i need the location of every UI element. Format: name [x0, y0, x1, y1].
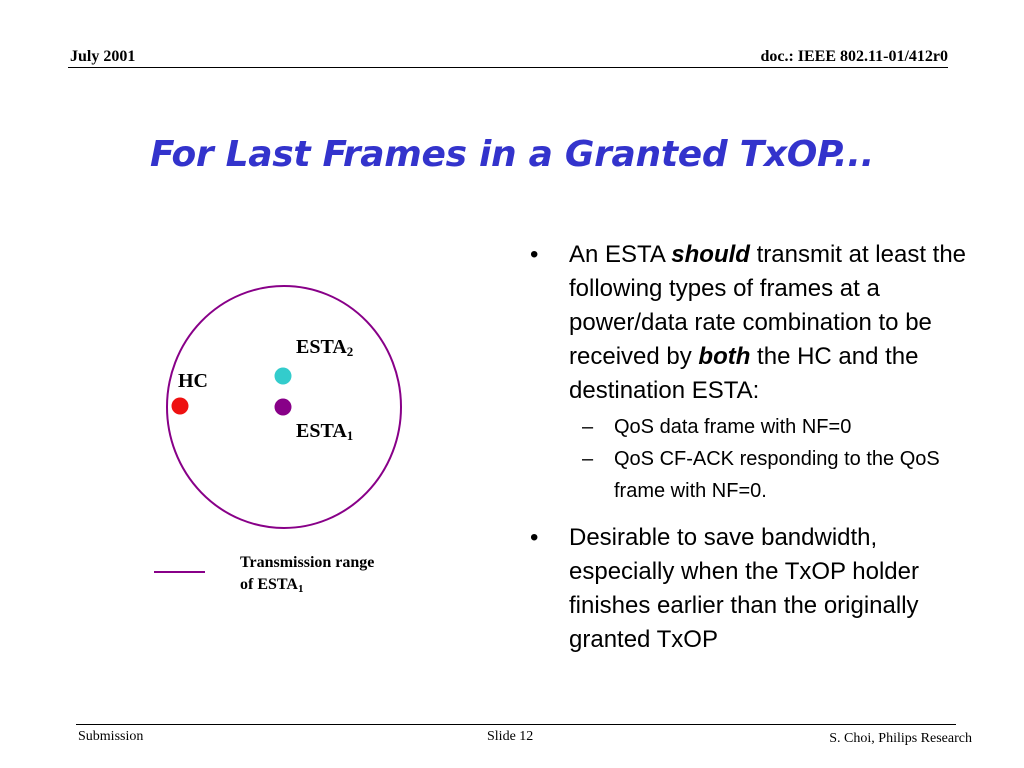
transmission-range-circle	[166, 285, 402, 529]
header-doc-id: doc.: IEEE 802.11-01/412r0	[760, 48, 948, 65]
dash-mark: –	[582, 448, 594, 470]
header-rule	[68, 67, 948, 68]
sub-bullet-item: – QoS CF-ACK responding to the QoS frame…	[530, 443, 970, 507]
footer-author: S. Choi, Philips Research	[829, 731, 972, 746]
legend-line-1: Transmission range	[240, 554, 375, 571]
sub-bullet-list: – QoS data frame with NF=0 – QoS CF-ACK …	[530, 411, 970, 507]
legend-label: Transmission range of ESTA1	[240, 552, 374, 600]
bullet-item: • An ESTA should transmit at least the f…	[530, 238, 970, 408]
emphasis-should: should	[671, 241, 750, 268]
bullet-item: • Desirable to save bandwidth, especiall…	[530, 521, 970, 657]
footer-slide-number: Slide 12	[487, 729, 534, 744]
footer-rule	[76, 724, 956, 725]
bullet-mark: •	[530, 524, 539, 551]
esta1-label: ESTA1	[296, 420, 354, 443]
slide-title: For Last Frames in a Granted TxOP...	[150, 134, 874, 175]
hc-node	[171, 397, 189, 415]
dash-mark: –	[582, 416, 594, 438]
bullet-mark: •	[530, 241, 539, 268]
esta2-node	[274, 367, 292, 385]
esta2-label: ESTA2	[296, 336, 354, 359]
hc-label: HC	[178, 370, 208, 392]
sub-bullet-item: – QoS data frame with NF=0	[530, 411, 970, 443]
esta1-node	[274, 398, 292, 416]
legend-line-2: of ESTA1	[240, 576, 304, 595]
header-date: July 2001	[70, 48, 136, 65]
emphasis-both: both	[698, 343, 751, 370]
bullet-list: • An ESTA should transmit at least the f…	[530, 238, 970, 657]
range-diagram: HC ESTA2 ESTA1 Transmission range of EST…	[150, 270, 470, 620]
range-diagram-graphic	[154, 285, 402, 573]
footer-submission: Submission	[78, 729, 144, 744]
